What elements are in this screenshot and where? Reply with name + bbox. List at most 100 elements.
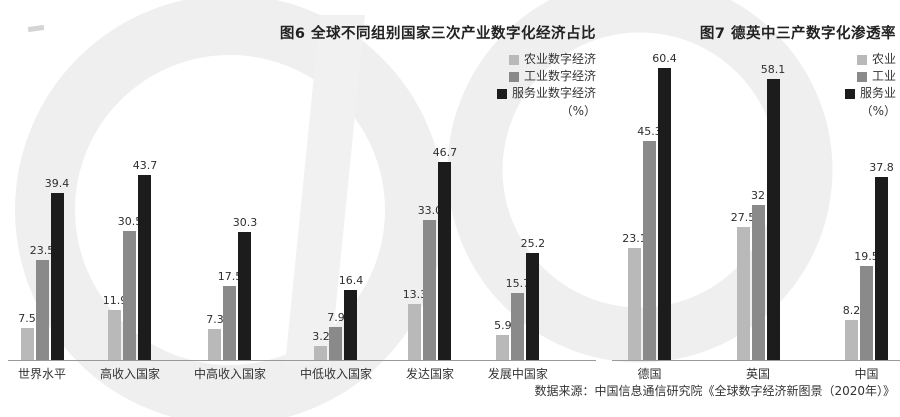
legend-swatch xyxy=(844,88,855,99)
legend-item: 服务业 xyxy=(844,85,896,102)
value-label: 45.3 xyxy=(637,125,662,138)
bar: 7.3 xyxy=(206,313,224,360)
bar: 16.4 xyxy=(339,274,363,360)
figure6-legend: 农业数字经济 工业数字经济服务业数字经济 （%） xyxy=(496,51,596,120)
category-label: 中低收入国家 xyxy=(299,367,372,381)
figure7-legend: 农业工业服务业 （%） xyxy=(844,51,896,120)
figure6-x-axis xyxy=(8,360,596,361)
bar-group: 7.3 17.5 30.3 中高收入国家 xyxy=(193,216,266,381)
legend-item: 农业数字经济 xyxy=(508,51,596,68)
bar: 37.8 xyxy=(869,161,894,360)
bar: 45.3 xyxy=(637,125,662,360)
legend-label: 工业数字经济 xyxy=(523,69,596,83)
bar-group: 23.1 45.3 60.4 德国 xyxy=(622,52,677,381)
figure6-title: 图6 全球不同组别国家三次产业数字化经济占比 xyxy=(279,26,596,42)
bar: 7.9 xyxy=(327,311,345,360)
bar: 23.1 xyxy=(622,232,647,360)
bar-cluster: 7.3 17.5 30.3 xyxy=(206,216,257,360)
value-label: 5.9 xyxy=(494,319,512,332)
bar-cluster: 11.9 30.5 43.7 xyxy=(103,159,157,360)
value-label: 3.2 xyxy=(312,330,330,343)
bar: 19.5 xyxy=(854,250,879,360)
value-label: 43.7 xyxy=(132,159,158,172)
bar-group: 27.5 32 58.1 英国 xyxy=(731,63,786,381)
legend-label: 服务业数字经济 xyxy=(511,86,596,100)
value-label: 23.1 xyxy=(622,232,647,245)
bar: 27.5 xyxy=(731,211,755,360)
category-label: 发达国家 xyxy=(405,367,454,381)
bar: 43.7 xyxy=(133,159,157,360)
bar-group: 7.5 23.5 39.4 世界水平 xyxy=(18,177,69,381)
value-label: 23.5 xyxy=(29,244,55,257)
value-label: 30.5 xyxy=(117,215,143,228)
category-label: 英国 xyxy=(745,367,770,381)
value-label: 16.4 xyxy=(338,274,364,287)
bar: 23.5 xyxy=(30,244,54,360)
value-label: 30.3 xyxy=(232,216,258,229)
value-label: 58.1 xyxy=(760,63,786,76)
value-label: 8.2 xyxy=(842,304,861,317)
bar: 17.5 xyxy=(218,270,242,360)
bar-cluster: 5.9 15.7 25.2 xyxy=(494,237,545,360)
legend-label: 农业 xyxy=(871,52,896,66)
value-label: 25.2 xyxy=(520,237,546,250)
value-label: 32 xyxy=(751,189,765,202)
bar-cluster: 13.3 33.0 46.7 xyxy=(403,146,457,360)
bar-group: 3.2 7.9 16.4 中低收入国家 xyxy=(299,274,372,381)
legend-item: 服务业数字经济 xyxy=(496,85,596,102)
legend-swatch xyxy=(496,88,507,99)
legend-swatch xyxy=(508,71,519,82)
bar-group: 11.9 30.5 43.7 高收入国家 xyxy=(99,159,160,381)
category-label: 中国 xyxy=(854,367,879,381)
figure7-bar-plot: 23.1 45.3 60.4 德国 27.5 32 58.1 英国 8.2 19.5 37.8 中国 xyxy=(612,52,900,381)
legend-label: 服务业 xyxy=(859,86,896,100)
bar: 25.2 xyxy=(521,237,545,360)
figure7-header: 图7 德英中三产数字化渗透率 农业工业服务业 （%） xyxy=(640,22,896,120)
bar: 8.2 xyxy=(843,304,860,360)
value-label: 37.8 xyxy=(869,161,894,174)
bar: 5.9 xyxy=(494,319,512,360)
category-label: 中高收入国家 xyxy=(193,367,266,381)
legend-swatch xyxy=(856,54,867,65)
unit-label: （%） xyxy=(860,104,896,118)
category-label: 高收入国家 xyxy=(99,367,160,381)
category-label: 德国 xyxy=(637,367,662,381)
value-label: 15.7 xyxy=(505,277,531,290)
bar-group: 13.3 33.0 46.7 发达国家 xyxy=(403,146,458,381)
bar: 30.3 xyxy=(233,216,257,360)
figure6-bar-plot: 7.5 23.5 39.4 世界水平 11.9 30.5 43.7 高收入国家 7.3 17.5 3… xyxy=(8,146,596,381)
bar: 33.0 xyxy=(418,204,442,360)
unit-label: （%） xyxy=(560,104,596,118)
legend-swatch xyxy=(856,71,867,82)
value-label: 33.0 xyxy=(417,204,443,217)
bar: 3.2 xyxy=(312,330,330,360)
legend-label: 农业数字经济 xyxy=(523,52,596,66)
data-source-note: 数据来源：中国信息通信研究院《全球数字经济新图景（2020年）》 xyxy=(534,384,895,398)
bar: 30.5 xyxy=(118,215,142,360)
legend-item: 工业 xyxy=(856,68,896,85)
bar: 58.1 xyxy=(761,63,785,360)
bar: 15.7 xyxy=(506,277,530,360)
value-label: 13.3 xyxy=(402,288,428,301)
bar: 60.4 xyxy=(652,52,677,360)
value-label: 7.9 xyxy=(327,311,345,324)
bar-cluster: 27.5 32 58.1 xyxy=(731,63,785,360)
figure7-title: 图7 德英中三产数字化渗透率 xyxy=(699,26,896,42)
bar: 13.3 xyxy=(403,288,427,360)
value-label: 60.4 xyxy=(652,52,677,65)
legend-label: 工业 xyxy=(871,69,896,83)
bar: 11.9 xyxy=(103,294,127,360)
bar-cluster: 8.2 19.5 37.8 xyxy=(843,161,894,360)
legend-item: 工业数字经济 xyxy=(508,68,596,85)
value-label: 46.7 xyxy=(432,146,458,159)
value-label: 7.3 xyxy=(206,313,224,326)
value-label: 19.5 xyxy=(854,250,879,263)
bar-cluster: 23.1 45.3 60.4 xyxy=(622,52,677,360)
bar: 39.4 xyxy=(45,177,69,360)
value-label: 39.4 xyxy=(44,177,70,190)
bar: 46.7 xyxy=(433,146,457,360)
value-label: 27.5 xyxy=(730,211,756,224)
bar: 32 xyxy=(751,189,765,360)
figure7-x-axis xyxy=(612,360,900,361)
value-label: 17.5 xyxy=(217,270,243,283)
